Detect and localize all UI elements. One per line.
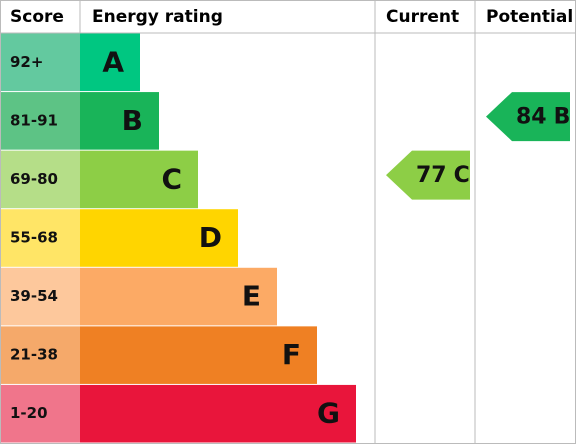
current-arrow: [386, 150, 470, 200]
rating-bar: [80, 209, 238, 267]
potential-value: 84: [516, 105, 547, 130]
score-cell: [1, 33, 80, 92]
score-label: 69-80: [10, 170, 58, 188]
current-label: 77 C: [416, 163, 470, 188]
rating-bar: [80, 92, 159, 150]
score-cell: [1, 209, 80, 267]
score-cell: [1, 267, 80, 326]
potential-label: 84 B: [516, 105, 570, 130]
score-label: 21-38: [10, 346, 58, 364]
score-cell: [1, 150, 80, 209]
rating-letter: G: [317, 397, 340, 430]
rating-letter: E: [242, 280, 261, 313]
rating-bar: [80, 267, 277, 326]
rating-bar: [80, 384, 356, 443]
header-rating: Energy rating: [92, 7, 223, 27]
score-label: 1-20: [10, 404, 48, 422]
rating-letter: A: [102, 45, 124, 78]
score-cell: [1, 92, 80, 150]
header-potential: Potential: [486, 7, 573, 27]
score-cell: [1, 326, 80, 384]
rating-letter: B: [122, 104, 143, 137]
score-label: 81-91: [10, 111, 58, 129]
rating-bar: [80, 33, 140, 92]
rating-bar: [80, 326, 317, 384]
header-current: Current: [386, 7, 459, 27]
potential-arrow: [486, 92, 570, 142]
score-cell: [1, 384, 80, 443]
rating-letter: C: [161, 162, 182, 195]
header-score: Score: [10, 7, 64, 27]
potential-letter: B: [554, 105, 571, 130]
score-label: 55-68: [10, 229, 58, 247]
rating-letter: F: [282, 338, 301, 371]
score-label: 92+: [10, 53, 43, 71]
current-letter: C: [454, 163, 470, 188]
current-value: 77: [416, 163, 447, 188]
score-label: 39-54: [10, 287, 58, 305]
rating-letter: D: [199, 221, 222, 254]
rating-bar: [80, 150, 198, 209]
